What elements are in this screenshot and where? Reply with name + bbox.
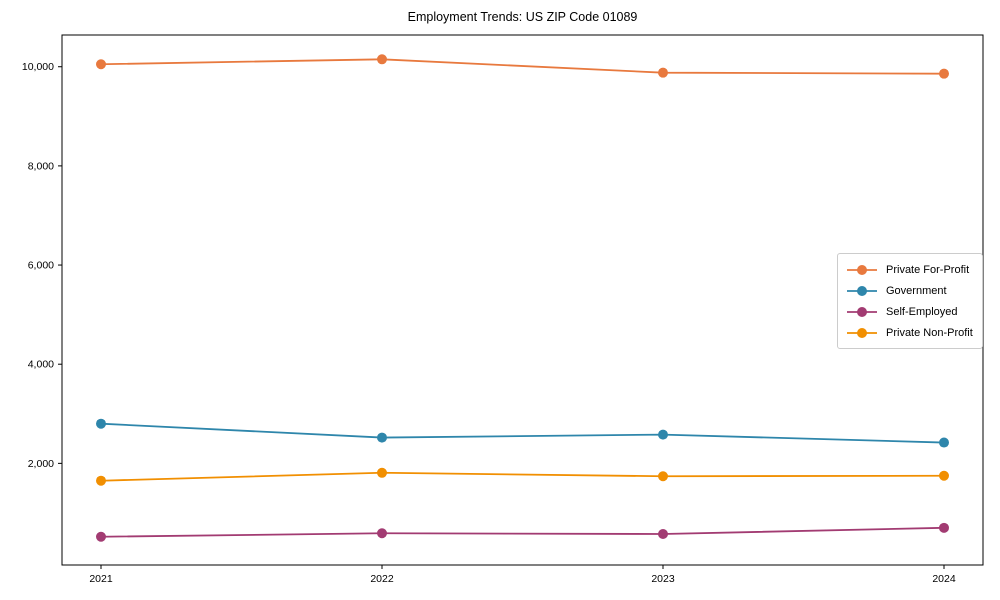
legend-item-self-employed: Self-Employed: [846, 301, 973, 322]
marker-government-2024: [939, 437, 949, 448]
legend-label: Private For-Profit: [886, 263, 970, 276]
marker-private-non-profit-2022: [377, 467, 387, 478]
marker-private-for-profit-2022: [377, 54, 387, 65]
marker-private-non-profit-2024: [939, 470, 949, 481]
x-tick-label: 2023: [651, 573, 675, 585]
marker-private-for-profit-2024: [939, 68, 949, 79]
marker-private-non-profit-2021: [96, 475, 106, 486]
marker-private-non-profit-2023: [658, 471, 668, 482]
legend-swatch-icon: [847, 285, 877, 296]
legend-label: Self-Employed: [886, 305, 958, 318]
legend: Private For-Profit Government Self-Employe…: [837, 253, 983, 349]
series-line-private-non-profit: [100, 471, 945, 482]
marker-private-for-profit-2021: [96, 59, 106, 70]
series-line-self-employed: [100, 526, 945, 538]
x-tick-label: 2022: [370, 573, 394, 585]
marker-self-employed-2023: [658, 529, 668, 540]
legend-item-government: Government: [846, 280, 973, 301]
x-tick-label: 2024: [932, 573, 956, 585]
x-tick-label: 2021: [89, 573, 113, 585]
y-tick-label: 8,000: [28, 160, 54, 172]
legend-swatch-icon: [847, 327, 877, 338]
legend-item-private-for-profit: Private For-Profit: [846, 259, 973, 280]
marker-self-employed-2021: [96, 531, 106, 542]
series-line-private-for-profit: [100, 58, 945, 75]
legend-swatch-icon: [847, 264, 877, 275]
series-line-government: [100, 422, 945, 444]
y-tick-label: 4,000: [28, 359, 54, 371]
marker-self-employed-2022: [377, 528, 387, 539]
legend-swatch-icon: [847, 306, 877, 317]
legend-item-private-non-profit: Private Non-Profit: [846, 322, 973, 343]
axes-frame: [61, 34, 984, 566]
y-tick-label: 2,000: [28, 458, 54, 470]
y-tick-label: 6,000: [28, 260, 54, 272]
marker-government-2023: [658, 429, 668, 440]
marker-self-employed-2024: [939, 522, 949, 533]
marker-government-2022: [377, 432, 387, 443]
chart-title: Employment Trends: US ZIP Code 01089: [407, 10, 638, 24]
legend-label: Government: [886, 284, 947, 297]
y-tick-label: 10,000: [22, 61, 54, 73]
marker-government-2021: [96, 418, 106, 429]
legend-label: Private Non-Profit: [886, 326, 973, 339]
marker-private-for-profit-2023: [658, 67, 668, 78]
